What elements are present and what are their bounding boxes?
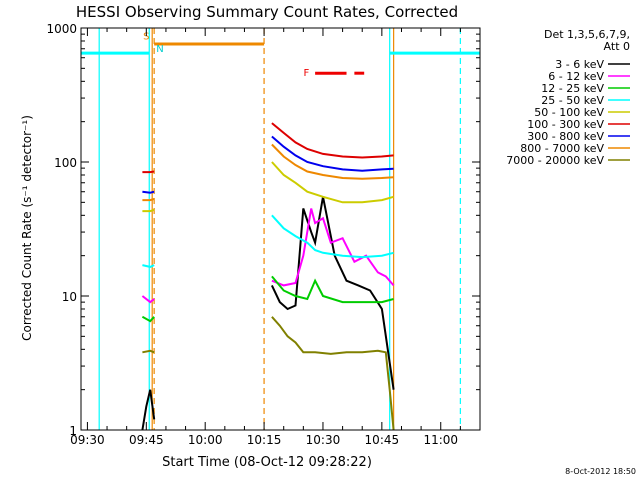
series-line [141,389,156,431]
plot-frame [80,27,481,431]
legend-label: 25 - 50 keV [541,94,604,107]
x-tick-label: 10:00 [188,433,223,447]
series-line [271,316,395,431]
y-tick-label: 1 [69,424,77,438]
series-line [142,208,155,213]
legend-label: 100 - 300 keV [527,118,604,131]
legend-label: 3 - 6 keV [555,58,604,71]
series-line [271,122,394,159]
series-line [271,208,395,287]
series-line [271,161,394,204]
legend-label: 6 - 12 keV [548,70,604,83]
legend-label: 12 - 25 keV [541,82,604,95]
series-line [142,264,155,268]
legend-label: 50 - 100 keV [534,106,604,119]
legend-title-line-2: Att 0 [604,40,630,53]
y-tick-label: 10 [62,290,77,304]
series-line [271,135,394,172]
series-line [271,214,394,259]
series-line [141,315,155,323]
legend-label: 800 - 7000 keV [520,142,604,155]
y-axis-label: Corrected Count Rate (s⁻¹ detector⁻¹) [20,115,34,341]
series-lines [141,122,395,431]
x-tick-label: 10:45 [365,433,400,447]
series-line [142,170,155,174]
y-tick-label: 1000 [46,22,77,36]
x-axis-label: Start Time (08-Oct-12 09:28:22) [162,455,372,470]
chart-title: HESSI Observing Summary Count Rates, Cor… [76,3,458,21]
timestamp: 8-Oct-2012 18:50 [565,467,636,476]
x-tick-label: 10:15 [247,433,282,447]
series-line [271,143,394,180]
saa-label: S [143,32,149,43]
series-line [142,190,155,194]
axes: 09:30 09:45 10:00 10:15 10:30 10:45 11:00 1 10 10… [46,22,481,447]
y-tick-label: 100 [54,156,77,170]
x-tick-label: 10:30 [306,433,341,447]
legend-label: 7000 - 20000 keV [506,154,604,167]
series-line [142,197,155,202]
series-line [271,275,394,304]
legend-title-line-1: Det 1,3,5,6,7,9, [544,28,630,41]
x-tick-label: 11:00 [423,433,458,447]
legend-label: 300 - 800 keV [527,130,604,143]
x-tick-label: 09:45 [129,433,164,447]
flare-label: F [303,68,309,79]
series-line [141,295,155,304]
x-tick-label: 09:30 [70,433,105,447]
annotations: SN F [81,28,480,430]
series-line [142,349,155,354]
night-label: N [156,44,163,55]
